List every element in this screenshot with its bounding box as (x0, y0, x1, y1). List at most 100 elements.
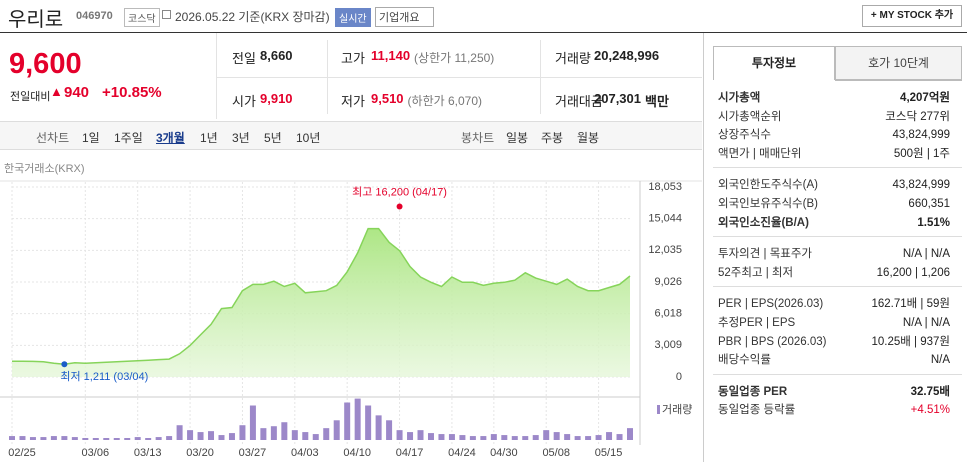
summary-value: 9,910 (260, 91, 293, 106)
annotation: 최고 16,200 (04/17) (352, 185, 447, 198)
my-stock-button[interactable]: + MY STOCK 추가 (862, 5, 962, 27)
chart: 한국거래소(KRX) 0 3,009 6,018 9,026 12,035 15,044 1… (0, 162, 702, 459)
market-badge: 코스닥 (124, 8, 160, 27)
price-area (12, 228, 630, 377)
volume-bar (417, 430, 424, 440)
volume-bar (469, 436, 476, 440)
volume-bar (92, 438, 99, 440)
volume-bar (145, 438, 152, 440)
y-tick-label: 0 (676, 371, 682, 383)
up-arrow: ▲ (50, 84, 63, 99)
volume-bar (574, 436, 581, 440)
summary-label: 거래량 (555, 51, 591, 66)
volume-bar (490, 434, 497, 440)
summary-label: 고가 (341, 51, 365, 66)
period-tab[interactable]: 10년 (296, 131, 321, 145)
volume-bar (50, 436, 57, 440)
volume-bar (103, 438, 110, 440)
volume-bar (396, 430, 403, 440)
x-tick-label: 04/24 (448, 447, 476, 459)
info-label: 외국인소진율(B/A) (718, 216, 809, 229)
volume-bar (459, 435, 466, 440)
legend-swatch (657, 405, 660, 414)
annotation-dot (396, 203, 403, 210)
tab[interactable]: 호가 10단계 (835, 46, 962, 80)
volume-bar (354, 398, 361, 440)
y-tick-label: 18,053 (648, 181, 682, 193)
change: 940 (64, 84, 90, 101)
volume-bar (260, 428, 267, 440)
summary-value: 11,140 (371, 48, 411, 63)
volume-bar (532, 435, 539, 440)
volume-bar (375, 415, 382, 440)
volume-bar (522, 436, 529, 440)
volume-bar (218, 435, 225, 440)
tab-active[interactable]: 투자정보 (713, 46, 835, 80)
volume-bar (511, 436, 518, 440)
volume-bar (208, 431, 215, 440)
summary-note: (하한가 6,070) (407, 94, 483, 108)
volume-bar (9, 436, 15, 440)
volume-bar (407, 432, 414, 440)
info-row: 외국인보유주식수(B) 660,351 (718, 195, 950, 213)
y-tick-label: 15,044 (648, 213, 682, 225)
summary-note: (상한가 11,250) (414, 51, 495, 65)
info-value: 32.75배 (910, 385, 950, 398)
volume-bar (29, 437, 36, 440)
info-value: 500원 | 1주 (893, 147, 950, 160)
divider (216, 33, 217, 119)
info-value: 16,200 | 1,206 (876, 266, 950, 279)
candle-tab[interactable]: 일봉 (506, 131, 529, 145)
volume-bar (616, 434, 623, 440)
candle-tab[interactable]: 월봉 (577, 131, 600, 145)
period-tab[interactable]: 1년 (200, 131, 218, 145)
x-tick-label: 05/08 (542, 447, 570, 459)
summary-label: 시가 (232, 94, 256, 109)
volume-bar (249, 405, 256, 440)
volume-bar (333, 420, 340, 440)
info-row: 외국인한도주식수(A) 43,824,999 (718, 176, 950, 194)
realtime-badge: 실시간 (335, 8, 371, 27)
info-row: 투자의견 | 목표주가 N/A | N/A (718, 245, 950, 263)
x-tick-label: 04/10 (343, 447, 371, 459)
volume-bar (82, 438, 89, 440)
info-label: 외국인보유주식수(B) (718, 198, 818, 210)
volume-bar (176, 425, 183, 440)
divider (540, 40, 541, 114)
info-row: 동일업종 등락률 +4.51% (718, 401, 950, 419)
stock-name: 우리로 (8, 9, 64, 31)
company-info[interactable]: 기업개요 (375, 7, 435, 27)
summary-label: 전일 (232, 51, 256, 66)
period-tab[interactable]: 5년 (264, 131, 282, 145)
period-tab[interactable]: 3년 (232, 131, 250, 145)
volume-bar (501, 435, 508, 440)
info-value: 660,351 (908, 198, 950, 210)
volume-bar (427, 433, 434, 440)
volume-bar (543, 430, 550, 440)
info-label: PER | EPS(2026.03) (718, 298, 824, 311)
info-value: +4.51% (910, 404, 950, 417)
summary-label: 저가 (341, 94, 365, 109)
y-tick-label: 6,018 (654, 308, 682, 320)
price-line (12, 227, 631, 366)
current-price: 9,600 (9, 48, 82, 80)
stock-code: 046970 (76, 10, 113, 22)
info-value: N/A | N/A (902, 248, 950, 261)
info-row: 액면가 | 매매단위 500원 | 1주 (718, 145, 950, 163)
info-label: 추정PER | EPS (718, 317, 796, 329)
volume-bar (281, 422, 288, 440)
info-label: 시가총액 (718, 92, 761, 104)
period-tab[interactable]: 1일 (82, 131, 100, 145)
info-value: 43,824,999 (892, 129, 950, 142)
volume-bar (606, 432, 613, 440)
x-tick-label: 05/15 (595, 447, 623, 459)
period-tab[interactable]: 1주일 (114, 131, 143, 145)
volume-bar (155, 437, 162, 440)
section-rule (713, 167, 962, 169)
info-row: PER | EPS(2026.03) 162.71배 | 59원 (718, 295, 950, 313)
volume-bar (438, 434, 445, 440)
x-tick-label: 03/27 (239, 447, 267, 459)
info-label: 배당수익률 (718, 354, 771, 367)
period-tab[interactable]: 3개월 (156, 131, 185, 145)
candle-tab[interactable]: 주봉 (541, 131, 564, 145)
